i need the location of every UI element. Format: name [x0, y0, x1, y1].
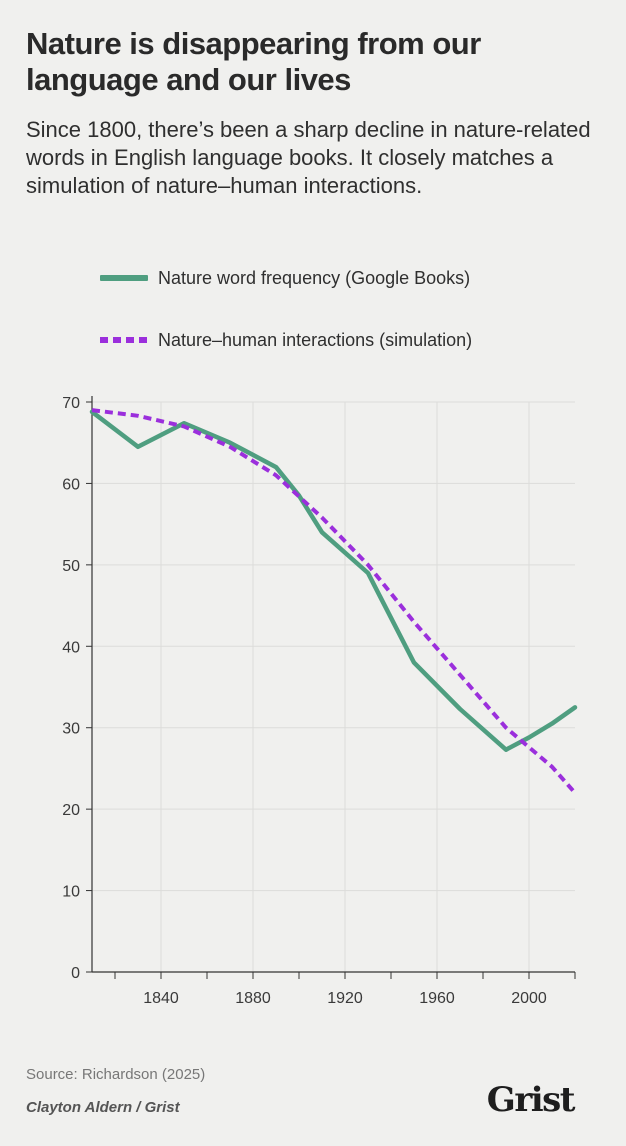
y-tick-label: 40	[62, 639, 80, 656]
line-chart: 0 10 20 30 40 50 60 70 1840 1880 1920 1960 2000	[62, 395, 578, 1007]
chart-subtitle: Since 1800, there’s been a sharp decline…	[26, 117, 591, 198]
series-line-simulation	[91, 408, 577, 795]
legend-swatch-solid	[100, 275, 148, 281]
x-tick-label: 2000	[511, 990, 547, 1007]
source-note: Source: Richardson (2025)	[26, 1066, 206, 1083]
x-tick-label: 1960	[419, 990, 455, 1007]
y-tick-label: 10	[62, 884, 80, 901]
y-tick-label: 70	[62, 395, 80, 412]
y-tick-label: 20	[62, 802, 80, 819]
legend-item-simulation: Nature–human interactions (simulation)	[100, 324, 600, 356]
x-tick-label: 1920	[327, 990, 363, 1007]
credit-line: Clayton Aldern / Grist	[26, 1099, 180, 1116]
y-tick-label: 0	[71, 965, 80, 982]
series-line-word-frequency	[89, 409, 578, 752]
chart-title: Nature is disappearing from our language…	[26, 26, 481, 97]
x-tick-label: 1840	[143, 990, 179, 1007]
x-tick-label: 1880	[235, 990, 271, 1007]
legend-label-simulation: Nature–human interactions (simulation)	[158, 329, 473, 350]
legend-swatch-dashed	[100, 337, 148, 343]
grist-logo: Grist	[486, 1080, 576, 1120]
y-tick-label: 30	[62, 721, 80, 738]
y-tick-label: 60	[62, 476, 80, 493]
legend-label-word-frequency: Nature word frequency (Google Books)	[158, 267, 471, 288]
legend-item-word-frequency: Nature word frequency (Google Books)	[100, 262, 600, 294]
y-tick-label: 50	[62, 558, 80, 575]
legend: Nature word frequency (Google Books) Nat…	[100, 262, 600, 386]
